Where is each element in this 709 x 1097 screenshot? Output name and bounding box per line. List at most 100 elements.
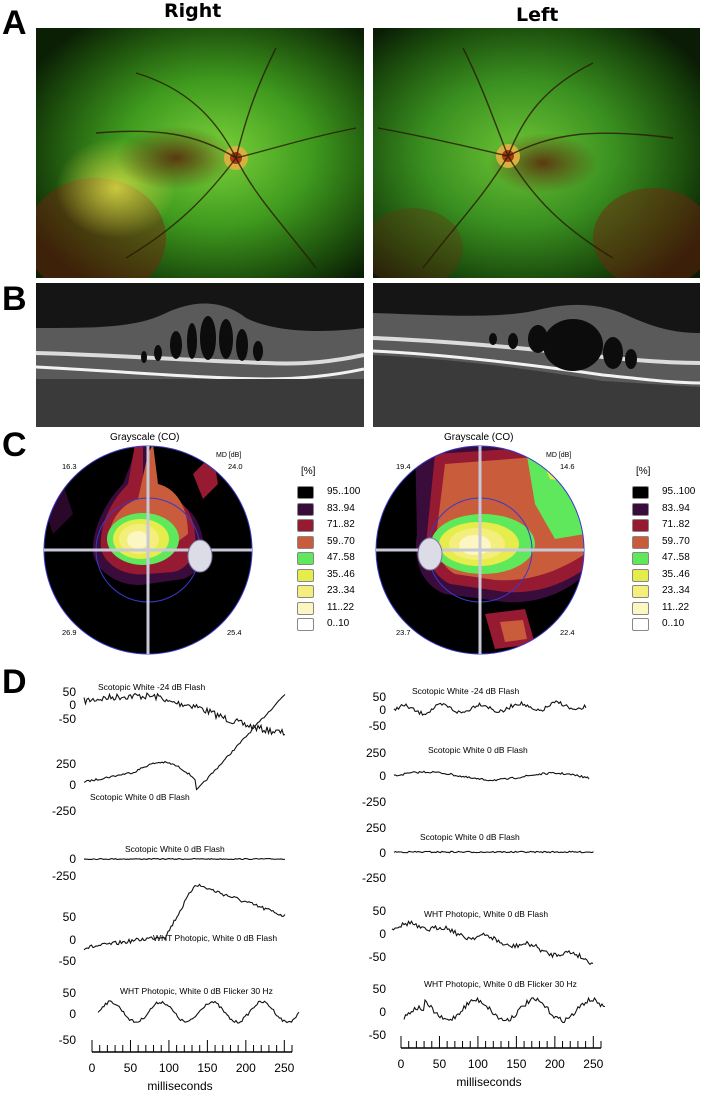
erg-column-right: Scotopic White -24 dB Flash500-50Scotopi… — [52, 682, 300, 1093]
erg-amplitude-tick: 250 — [366, 746, 386, 760]
legend-item: 59..70 — [297, 535, 377, 550]
vf-quadrant-bottom-right-right: 25.4 — [227, 628, 242, 637]
legend-label: 83..94 — [662, 502, 690, 514]
erg-trace — [391, 920, 594, 966]
legend-swatch — [297, 535, 314, 549]
erg-amplitude-tick: 250 — [56, 757, 76, 771]
erg-trace — [393, 700, 587, 716]
erg-amplitude-tick: 0 — [69, 698, 76, 712]
erg-amplitude-tick: -50 — [59, 1033, 77, 1047]
legend-item: 23..34 — [297, 584, 377, 599]
erg-trace — [83, 857, 286, 861]
legend-item: 47..58 — [297, 551, 377, 566]
erg-trace — [393, 850, 594, 854]
erg-amplitude-tick: -50 — [369, 950, 387, 964]
oct-drawing-right — [36, 283, 364, 427]
time-axis-tick-label: 250 — [583, 1057, 603, 1071]
legend-label: 35..46 — [327, 568, 355, 580]
fundus-image-right — [36, 28, 364, 278]
erg-amplitude-tick: -50 — [369, 1028, 387, 1042]
erg-amplitude-tick: 0 — [69, 852, 76, 866]
legend-label: 11..22 — [327, 601, 355, 613]
erg-amplitude-tick: -250 — [362, 795, 386, 809]
erg-row: Scotopic White -24 dB Flash 500 -50 — [369, 686, 587, 733]
erg-amplitude-tick: 0 — [379, 769, 386, 783]
legend-label: 35..46 — [662, 568, 690, 580]
legend-swatch — [297, 568, 314, 582]
legend-label: 23..34 — [662, 585, 690, 596]
vf-title-right: Grayscale (CO) — [110, 432, 180, 443]
erg-trace-label: Scotopic White 0 dB Flash — [420, 832, 520, 842]
time-axis-label: milliseconds — [456, 1075, 521, 1089]
legend-swatch — [632, 585, 649, 598]
erg-row: Scotopic White 0 dB Flash 250 0 -250 — [362, 821, 594, 885]
panel-label-c: C — [2, 426, 27, 464]
erg-time-axis: 0 50 100 150 200 250 milliseconds — [89, 1040, 295, 1093]
erg-amplitude-tick: -250 — [52, 869, 76, 883]
legend-item: 23..34 — [632, 584, 709, 599]
erg-trace — [83, 694, 286, 791]
erg-trace — [403, 996, 606, 1024]
erg-amplitude-tick: 50 — [373, 982, 387, 996]
erg-amplitude-tick: 50 — [63, 910, 77, 924]
erg-amplitude-tick: -50 — [59, 954, 77, 968]
vf-title-left: Grayscale (CO) — [444, 432, 514, 443]
erg-trace — [83, 691, 286, 736]
legend-label: 59..70 — [662, 535, 690, 547]
erg-trace-label: WHT Photopic, White 0 dB Flash — [153, 933, 277, 943]
erg-row: Scotopic White 0 dB Flash 0 — [69, 844, 286, 866]
legend-label: 71..82 — [662, 519, 690, 530]
legend-label: 0..10 — [327, 618, 350, 629]
panel-label-b: B — [2, 280, 27, 318]
time-axis-tick-label: 150 — [197, 1061, 217, 1075]
erg-amplitude-tick: 0 — [69, 1007, 76, 1021]
vf-md-label-right: MD [dB] — [216, 452, 242, 459]
oct-scan-right — [36, 283, 364, 427]
vf-quadrant-top-left-left: 19.4 — [396, 462, 411, 471]
vf-quadrant-bottom-left-right: 26.9 — [62, 628, 77, 637]
legend-item: 83..94 — [632, 502, 709, 517]
legend-item: 0..10 — [632, 617, 709, 632]
vf-map-right — [43, 444, 253, 656]
fundus-drawing-left — [373, 28, 700, 278]
legend-swatch — [632, 486, 649, 499]
erg-trace-label: WHT Photopic, White 0 dB Flicker 30 Hz — [424, 979, 577, 989]
legend-label: 95..100 — [662, 486, 696, 497]
erg-amplitude-tick: 50 — [373, 904, 387, 918]
erg-trace — [97, 1000, 300, 1024]
legend-label: 11..22 — [662, 601, 690, 613]
erg-amplitude-tick: 50 — [373, 690, 387, 704]
legend-item: 35..46 — [632, 568, 709, 583]
erg-amplitude-tick: 0 — [379, 703, 386, 717]
vf-legend-left: [%] 95..100 83..94 71..82 59..70 47..58 35..4… — [632, 466, 709, 636]
erg-amplitude-tick: -50 — [369, 719, 387, 733]
erg-amplitude-tick: -250 — [362, 871, 386, 885]
erg-trace — [393, 770, 590, 782]
legend-label: 95..100 — [327, 486, 361, 497]
erg-amplitude-tick: 250 — [366, 821, 386, 835]
time-axis-tick-label: 100 — [159, 1061, 179, 1075]
legend-label: 83..94 — [327, 502, 355, 514]
vf-quadrant-bottom-right-left: 22.4 — [560, 628, 575, 637]
erg-amplitude-tick: 50 — [63, 986, 77, 1000]
time-axis-tick-label: 100 — [468, 1057, 488, 1071]
erg-amplitude-tick: -250 — [52, 804, 76, 818]
legend-swatch — [297, 552, 314, 565]
erg-trace-label: WHT Photopic, White 0 dB Flicker 30 Hz — [120, 986, 273, 996]
time-axis-tick-label: 50 — [433, 1057, 447, 1071]
fundus-drawing-right — [36, 28, 364, 278]
erg-figure: Scotopic White -24 dB Flash500-50Scotopi… — [52, 682, 606, 1093]
erg-row: WHT Photopic, White 0 dB Flicker 30 Hz 50… — [59, 986, 300, 1047]
legend-swatch — [297, 601, 314, 615]
legend-item: 95..100 — [297, 485, 377, 500]
legend-item: 71..82 — [297, 518, 377, 533]
vf-md-value-right: 24.0 — [228, 462, 243, 471]
eye-title-right: Right — [164, 0, 222, 22]
legend-swatch — [297, 585, 314, 598]
erg-trace-label: Scotopic White -24 dB Flash — [412, 686, 520, 696]
legend-label: 71..82 — [327, 519, 355, 530]
erg-trace — [83, 883, 286, 951]
legend-item: 11..22 — [632, 601, 709, 616]
legend-swatch — [632, 535, 649, 549]
erg-row: WHT Photopic, White 0 dB Flash -250 50 0 -50 — [52, 869, 286, 968]
